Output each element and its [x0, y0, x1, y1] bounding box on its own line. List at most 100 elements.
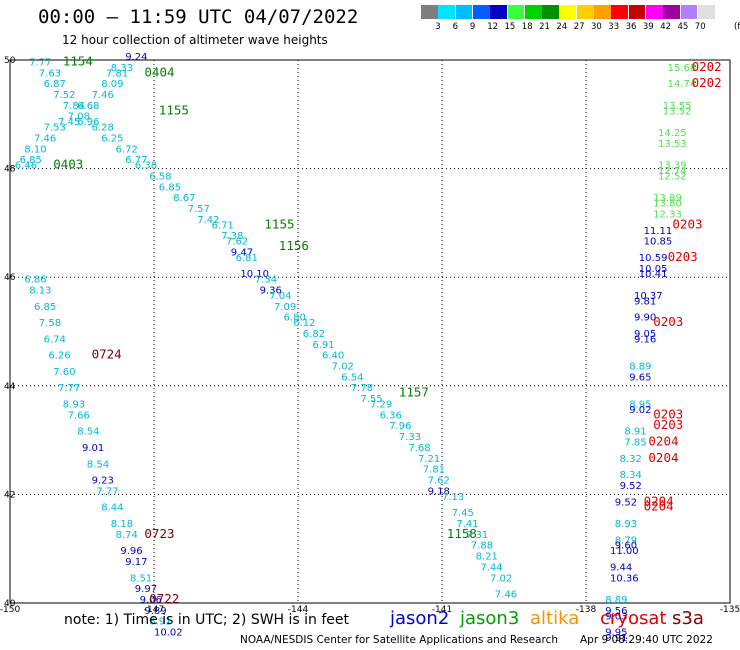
- swh-value: 8.10: [24, 144, 46, 155]
- swh-value: 7.41: [456, 519, 478, 530]
- swh-value: 6.91: [312, 340, 334, 351]
- swh-value: 6.96: [77, 117, 99, 128]
- swh-value: 9.97: [135, 584, 157, 595]
- legend-label: 39: [642, 22, 654, 32]
- x-tick-label: -147: [144, 605, 164, 615]
- swh-value: 9.60: [615, 541, 637, 552]
- swh-value: 10.41: [639, 269, 668, 280]
- satellite-cryosat: cryosat: [600, 608, 667, 629]
- legend-swatch: [611, 5, 629, 19]
- legend-swatch: [697, 5, 715, 19]
- swh-value: 7.45: [452, 508, 474, 519]
- swh-value: 12.33: [653, 209, 682, 220]
- swh-value: 7.57: [188, 204, 210, 215]
- swh-value: 7.02: [490, 573, 512, 584]
- satellite-s3a: s3a: [672, 608, 704, 629]
- swh-value: 7.21: [418, 454, 440, 465]
- swh-value: 9.44: [610, 562, 632, 573]
- legend-swatch: [438, 5, 456, 19]
- wave-height-labels: 9.24 7.77 8.33 7.63 7.81 6.87 8.09 7.52 7.46 7.84…: [15, 52, 722, 644]
- swh-value: 14.74: [668, 79, 697, 90]
- pass-time: 0722: [149, 591, 179, 606]
- swh-value: 7.38: [221, 231, 243, 242]
- swh-value: 7.84: [63, 101, 85, 112]
- swh-value: 12.52: [658, 171, 687, 182]
- swh-value: 13.39: [658, 161, 687, 172]
- y-tick-label: 46: [4, 273, 16, 283]
- swh-value: 9.56: [605, 606, 627, 617]
- swh-value: 7.77: [29, 57, 51, 68]
- swh-value: 7.62: [226, 237, 248, 248]
- swh-value: 13.89: [653, 193, 682, 204]
- pass-time: 0203: [672, 216, 702, 231]
- swh-value: 13.53: [658, 139, 687, 150]
- legend-swatch: [680, 5, 698, 19]
- legend-label: 42: [660, 22, 672, 32]
- swh-value: 10.36: [610, 573, 639, 584]
- legend-label: 3: [435, 22, 441, 32]
- swh-value: 9.52: [615, 497, 637, 508]
- swh-value: 7.78: [351, 383, 373, 394]
- swh-value: 9.05: [634, 329, 656, 340]
- pass-time: 1158: [447, 526, 477, 541]
- swh-value: 9.36: [260, 285, 282, 296]
- swh-value: 7.34: [255, 275, 277, 286]
- swh-value: 9.16: [634, 334, 656, 345]
- pass-time: 0723: [144, 526, 174, 541]
- swh-value: 8.79: [615, 535, 637, 546]
- swh-value: 8.54: [87, 459, 109, 470]
- swh-value: 10.10: [240, 269, 269, 280]
- swh-value: 7.42: [197, 215, 219, 226]
- legend-label: 45: [677, 22, 689, 32]
- swh-value: 8.32: [620, 454, 642, 465]
- swh-value: 7.62: [428, 476, 450, 487]
- legend-swatch: [421, 5, 438, 19]
- pass-time: 1154: [63, 53, 93, 68]
- swh-value: 9.91: [605, 633, 627, 644]
- swh-value: 8.93: [615, 519, 637, 530]
- swh-value: 6.87: [44, 79, 66, 90]
- legend-label: 6: [452, 22, 459, 32]
- swh-value: 7.63: [39, 68, 61, 79]
- pass-time: 1155: [264, 216, 294, 231]
- swh-value: 8.34: [620, 470, 642, 481]
- swh-value: 7.31: [466, 530, 488, 541]
- swh-value: 6.82: [303, 329, 325, 340]
- swh-value: 8.89: [629, 362, 651, 373]
- legend-swatch: [576, 5, 594, 19]
- pass-time: 0204: [648, 450, 678, 465]
- swh-value: 7.68: [408, 443, 430, 454]
- swh-value: 7.77: [96, 486, 118, 497]
- legend-label: 18: [521, 22, 533, 32]
- swh-value: 9.18: [428, 486, 450, 497]
- swh-value: 12.74: [658, 166, 687, 177]
- legend-swatch: [663, 5, 681, 19]
- pass-time: 0204: [644, 493, 674, 508]
- swh-value: 13.80: [653, 199, 682, 210]
- swh-value: 7.29: [370, 400, 392, 411]
- swh-value: 7.58: [39, 318, 61, 329]
- swh-value: 7.44: [480, 562, 502, 573]
- swh-value: 8.18: [111, 519, 133, 530]
- swh-value: 6.72: [116, 144, 138, 155]
- swh-value: 10.37: [634, 291, 663, 302]
- swh-value: 13.52: [663, 106, 692, 117]
- swh-value: 7.85: [624, 438, 646, 449]
- swh-value: 6.38: [135, 161, 157, 172]
- y-tick-label: 44: [4, 382, 16, 392]
- axis-ticks: -150 -147 -144 -141 -138 -135 50 48 46 44 42 40: [0, 56, 740, 615]
- x-tick-label: -150: [0, 605, 20, 615]
- legend-label: 12: [487, 22, 499, 32]
- pass-time: 0202: [692, 59, 722, 74]
- swh-value: 7.02: [332, 362, 354, 373]
- swh-value: 9.23: [92, 476, 114, 487]
- page-title: 00:00 – 11:59 UTC 04/07/2022: [38, 6, 359, 28]
- swh-value: 7.55: [360, 394, 382, 405]
- swh-value: 10.85: [644, 237, 673, 248]
- legend-swatch: [645, 5, 663, 19]
- swh-value: 9.17: [125, 557, 147, 568]
- swh-value: 7.33: [399, 432, 421, 443]
- swh-value: 6.36: [380, 410, 402, 421]
- y-tick-label: 48: [4, 165, 16, 175]
